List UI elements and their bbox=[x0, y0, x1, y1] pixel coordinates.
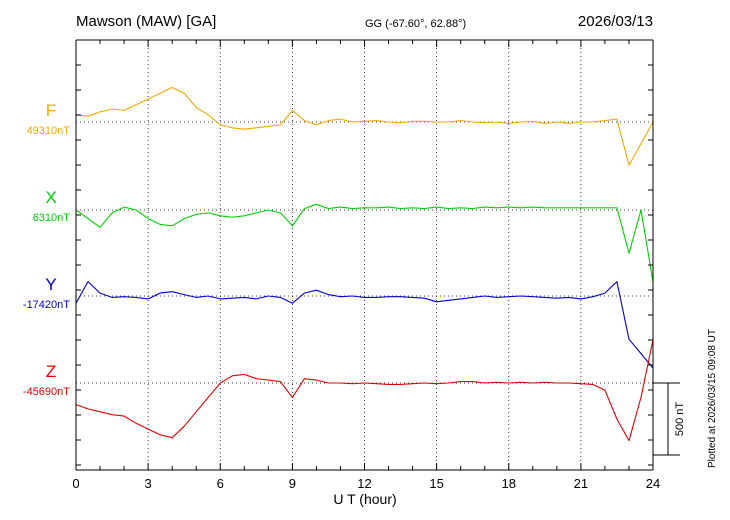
series-baseline-label: 6310nT bbox=[33, 212, 71, 224]
station-coords: GG (-67.60°, 62.88°) bbox=[365, 18, 466, 30]
series-name-y: Y bbox=[45, 275, 56, 294]
scale-bar-label: 500 nT bbox=[674, 402, 686, 437]
chart-date: 2026/03/13 bbox=[578, 13, 653, 30]
x-tick-label: 15 bbox=[429, 476, 443, 491]
axes: 0 3 6 9 12 15 18 21 24 bbox=[72, 39, 660, 491]
x-tick-label: 24 bbox=[646, 476, 660, 491]
series-baseline-label: -17420nT bbox=[23, 299, 70, 311]
series-name-f: F bbox=[46, 101, 56, 120]
series-name-z: Z bbox=[46, 362, 56, 381]
x-axis-title: U T (hour) bbox=[333, 491, 396, 507]
x-tick-label: 9 bbox=[289, 476, 296, 491]
grid bbox=[76, 40, 653, 470]
series-baseline-label: 49310nT bbox=[27, 125, 71, 137]
x-tick-label: 12 bbox=[357, 476, 371, 491]
x-tick-label: 0 bbox=[72, 476, 79, 491]
series-line-x bbox=[75, 203, 654, 283]
series-baseline-label: -45690nT bbox=[23, 386, 70, 398]
x-tick-label: 3 bbox=[145, 476, 152, 491]
series-line-z bbox=[75, 339, 654, 442]
series-line-y bbox=[75, 281, 654, 369]
x-tick-label: 18 bbox=[502, 476, 516, 491]
x-tick-label: 21 bbox=[574, 476, 588, 491]
station-title: Mawson (MAW) [GA] bbox=[76, 13, 216, 30]
series-name-x: X bbox=[45, 188, 56, 207]
x-tick-label: 6 bbox=[217, 476, 224, 491]
series-line-f bbox=[75, 86, 654, 166]
series-labels: F 49310nT X 6310nT Y -17420nT Z -45690nT bbox=[23, 101, 70, 398]
series-layer bbox=[75, 86, 654, 442]
plotted-timestamp: Plotted at 2026/03/15 09:08 UT bbox=[707, 329, 718, 468]
scale-bar: 500 nT bbox=[653, 382, 686, 456]
